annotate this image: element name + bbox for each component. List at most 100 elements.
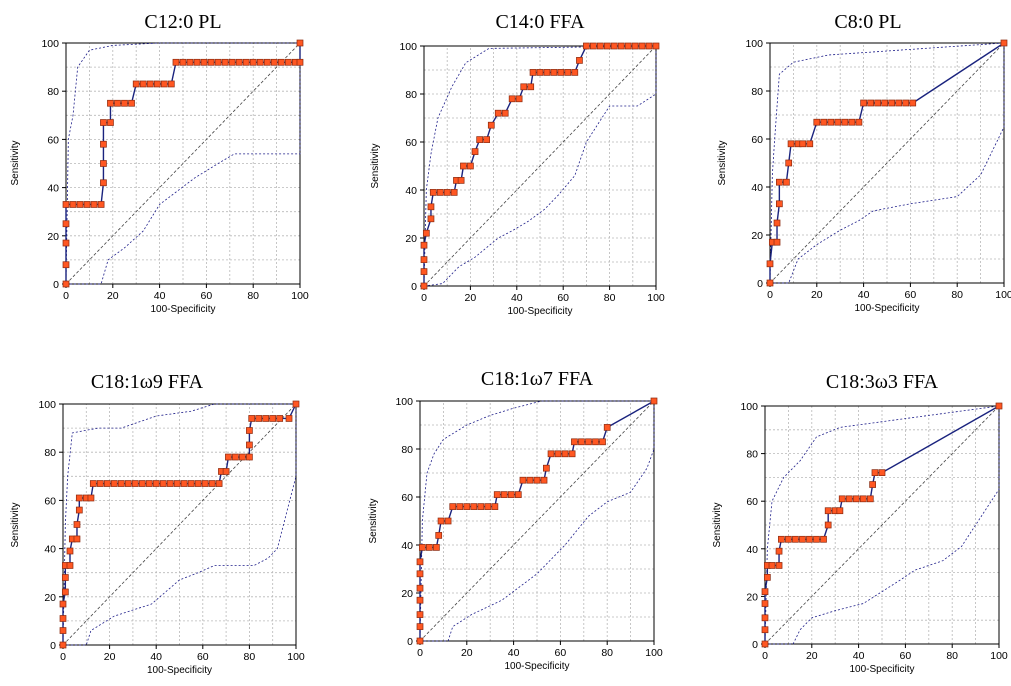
roc-point [806, 535, 813, 543]
plot-frame [764, 405, 1000, 645]
roc-point [520, 83, 528, 91]
roc-point [75, 494, 83, 502]
roc-point [895, 99, 903, 107]
roc-point [59, 627, 67, 634]
x-tick-label: 60 [557, 292, 569, 304]
ci-upper-bound [423, 45, 657, 287]
roc-point [799, 140, 807, 148]
roc-point [186, 58, 194, 66]
roc-point [576, 57, 583, 64]
roc-point [172, 58, 180, 66]
x-tick-label: 20 [461, 647, 473, 659]
y-tick-label: 40 [746, 544, 758, 556]
ci-upper-bound [769, 42, 1005, 284]
roc-point [761, 588, 769, 595]
roc-point [124, 480, 132, 487]
roc-point [416, 570, 424, 578]
roc-chart-2: 0 20 40 60 80 100 0 20 40 60 80 100 100-Specificity S… [370, 11, 665, 317]
x-tick-label: 40 [150, 651, 162, 663]
ci-lower-bound [66, 43, 301, 285]
roc-point [418, 544, 426, 551]
roc-point [225, 453, 232, 461]
chart-title: C18:1ω9 FFA [91, 371, 204, 393]
x-tick-label: 0 [421, 292, 427, 304]
y-tick-label: 60 [746, 496, 758, 508]
roc-point [152, 480, 160, 487]
x-tick-label: 20 [107, 290, 119, 302]
ci-upper-bound [419, 400, 654, 642]
x-axis-label: 100-Specificity [507, 306, 572, 317]
y-axis-label: Sensitivity [712, 502, 723, 547]
chart-title: C12:0 PL [144, 11, 221, 33]
y-tick-label: 100 [41, 38, 59, 50]
roc-point [427, 203, 435, 211]
ci-lower-bound [770, 43, 1005, 284]
roc-point [215, 480, 223, 487]
roc-point [533, 476, 541, 484]
roc-point [859, 495, 867, 503]
y-axis-label: Sensitivity [717, 140, 728, 185]
x-tick-label: 60 [900, 650, 912, 662]
y-tick-label: 80 [401, 444, 413, 456]
roc-point [652, 42, 660, 50]
x-tick-label: 60 [201, 290, 213, 302]
roc-point [603, 42, 611, 50]
roc-point [848, 118, 856, 126]
roc-point [813, 535, 820, 543]
y-tick-label: 20 [751, 230, 763, 242]
roc-point [768, 562, 776, 569]
roc-point [270, 58, 278, 66]
roc-point [526, 476, 534, 484]
y-tick-label: 60 [401, 492, 413, 504]
plot-frame [769, 42, 1005, 284]
roc-chart-6: 0 20 40 60 80 100 0 20 40 60 80 100 100-Specificity S… [712, 371, 1008, 675]
roc-point [902, 99, 910, 107]
roc-point [508, 95, 516, 103]
roc-point [799, 535, 806, 543]
roc-point [97, 201, 105, 208]
y-tick-label: 40 [44, 544, 56, 556]
roc-point [631, 42, 639, 50]
roc-point [167, 80, 175, 88]
ci-lower-bound [423, 46, 657, 287]
y-axis-label: Sensitivity [368, 498, 379, 543]
y-tick-label: 20 [405, 233, 417, 245]
x-tick-label: 80 [604, 292, 616, 304]
x-axis-label: 100-Specificity [147, 665, 212, 676]
roc-point [246, 453, 253, 461]
roc-point [776, 178, 783, 186]
roc-point [590, 42, 597, 50]
roc-point [277, 58, 285, 66]
x-tick-label: 100 [995, 289, 1011, 301]
y-tick-label: 100 [740, 401, 758, 413]
roc-point [83, 201, 91, 208]
x-tick-label: 80 [247, 290, 259, 302]
roc-point [650, 397, 658, 405]
reference-diagonal [419, 400, 655, 642]
roc-chart-3: 0 20 40 60 80 100 0 20 40 60 80 100 100-Specificity S… [717, 11, 1011, 314]
reference-diagonal [65, 42, 301, 285]
roc-point [248, 415, 256, 422]
roc-point [114, 99, 121, 107]
roc-point [783, 178, 790, 186]
roc-point [527, 83, 535, 91]
roc-point [860, 99, 867, 107]
roc-point [543, 69, 551, 76]
roc-point [773, 238, 781, 246]
roc-point [519, 476, 527, 484]
roc-point [107, 119, 114, 126]
roc-point [437, 517, 445, 525]
roc-point [69, 201, 77, 208]
roc-point [61, 588, 69, 596]
x-tick-label: 0 [60, 651, 66, 663]
roc-point [131, 480, 139, 487]
roc-point [874, 99, 881, 107]
roc-point [263, 58, 271, 66]
y-axis-label: Sensitivity [10, 140, 21, 185]
roc-point [235, 58, 243, 66]
roc-point [292, 400, 300, 408]
x-axis-label: 100-Specificity [849, 664, 914, 675]
roc-point [838, 495, 846, 503]
roc-point [820, 535, 827, 543]
y-tick-label: 60 [751, 134, 763, 146]
